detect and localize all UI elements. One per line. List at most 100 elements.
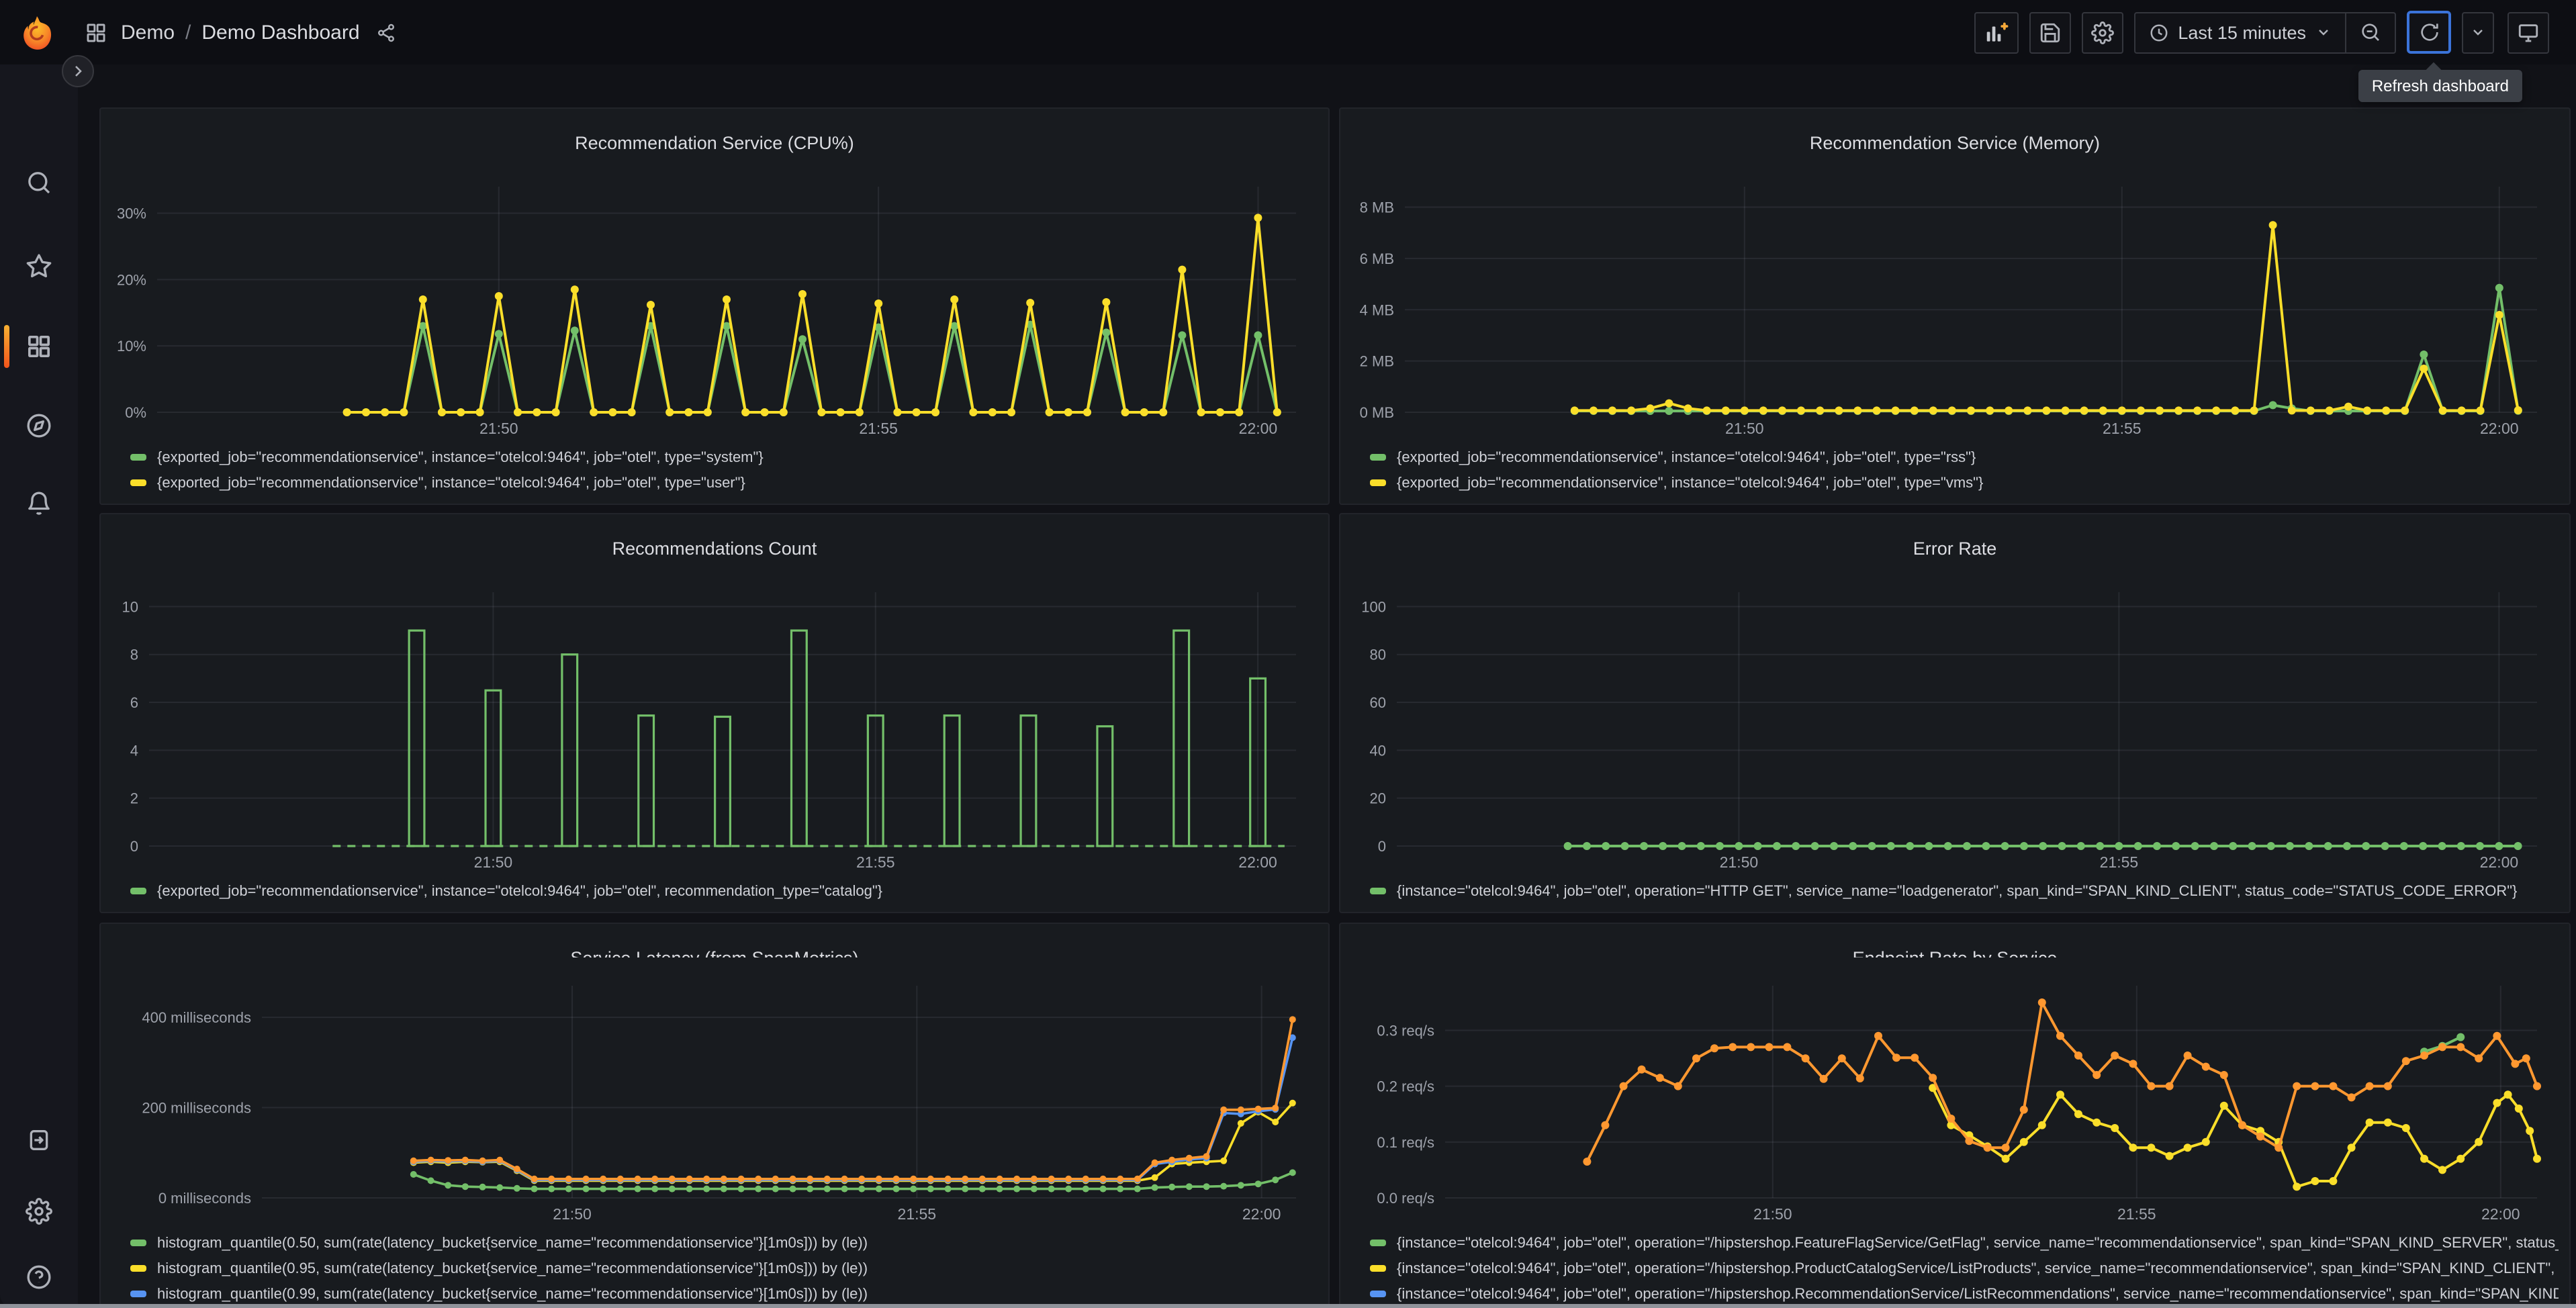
- sidebar-item-starred[interactable]: [0, 239, 78, 293]
- sidebar-item-sign-in[interactable]: [0, 1113, 78, 1167]
- svg-text:4: 4: [130, 743, 138, 759]
- breadcrumb-dashboard-title[interactable]: Demo Dashboard: [201, 21, 360, 44]
- legend-item[interactable]: {instance="otelcol:9464", job="otel", op…: [1370, 878, 2559, 904]
- svg-text:21:55: 21:55: [898, 1205, 937, 1223]
- chart-legend: {instance="otelcol:9464", job="otel", op…: [1351, 1230, 2559, 1308]
- legend-item[interactable]: {instance="otelcol:9464", job="otel", op…: [1370, 1256, 2559, 1281]
- chart-legend: histogram_quantile(0.50, sum(rate(latenc…: [111, 1230, 1318, 1308]
- svg-text:40: 40: [1370, 743, 1386, 759]
- svg-text:22:00: 22:00: [1239, 420, 1278, 438]
- svg-text:10%: 10%: [117, 338, 146, 355]
- svg-text:8 MB: 8 MB: [1360, 199, 1394, 216]
- sidebar: [0, 64, 78, 1308]
- panel-title[interactable]: Service Latency (from SpanMetrics): [111, 944, 1318, 957]
- bar-chart-plus-icon: [1983, 19, 2009, 45]
- top-nav: Demo / Demo Dashboard: [0, 0, 2576, 64]
- svg-text:0.3 req/s: 0.3 req/s: [1377, 1023, 1434, 1039]
- grafana-logo-icon[interactable]: [19, 14, 55, 50]
- sidebar-item-configuration[interactable]: [0, 1184, 78, 1238]
- panel-title[interactable]: Recommendation Service (Memory): [1809, 133, 2101, 154]
- add-panel-button[interactable]: [1974, 11, 2019, 53]
- gear-icon: [26, 1198, 52, 1225]
- svg-text:2: 2: [130, 790, 138, 807]
- legend-item[interactable]: {exported_job="recommendationservice", i…: [1370, 445, 2559, 470]
- timeseries-chart[interactable]: 0 MB 2 MB 4 MB 6 MB 8 MB 21:50 21:55 22:00: [1351, 174, 2559, 442]
- panel-recommendation-memory: Recommendation Service (Memory) 0 MB 2 MB…: [1339, 107, 2571, 505]
- apps-icon: [85, 21, 107, 44]
- legend-label: {exported_job="recommendationservice", i…: [157, 883, 883, 899]
- chart-legend: {exported_job="recommendationservice", i…: [111, 878, 1318, 904]
- timeseries-chart[interactable]: 0 20 40 60 80 100 21:50 21:55 22:00: [1351, 579, 2559, 876]
- svg-text:21:50: 21:50: [553, 1205, 592, 1223]
- legend-swatch-icon: [1370, 1291, 1386, 1297]
- svg-text:21:55: 21:55: [2103, 420, 2142, 438]
- legend-item[interactable]: histogram_quantile(0.95, sum(rate(latenc…: [130, 1256, 1318, 1281]
- share-icon[interactable]: [376, 22, 396, 42]
- timeseries-chart[interactable]: 0.0 req/s 0.1 req/s 0.2 req/s 0.3 req/s 21:5…: [1351, 972, 2559, 1227]
- panel-recommendations-count: Recommendations Count 0 2 4 6 8 10 21:50 21:55 2…: [99, 513, 1330, 913]
- dashboard-settings-button[interactable]: [2081, 11, 2123, 53]
- svg-text:100: 100: [1361, 599, 1386, 616]
- sidebar-item-explore[interactable]: [0, 399, 78, 453]
- sidebar-item-help[interactable]: [0, 1250, 78, 1304]
- timeseries-chart[interactable]: 0 2 4 6 8 10 21:50 21:55 22:00: [111, 579, 1318, 876]
- breadcrumb-separator: /: [185, 21, 191, 44]
- refresh-interval-button[interactable]: [2462, 11, 2494, 53]
- legend-item[interactable]: {instance="otelcol:9464", job="otel", op…: [1370, 1281, 2559, 1307]
- dashboard-toolbar: Last 15 minutes: [1974, 11, 2576, 54]
- dashboard-canvas: Recommendation Service (CPU%) 0% 10% 20% 30…: [78, 64, 2576, 1308]
- svg-text:22:00: 22:00: [2481, 1205, 2520, 1223]
- breadcrumb-folder[interactable]: Demo: [121, 21, 175, 44]
- legend-item[interactable]: {exported_job="recommendationservice", i…: [130, 878, 1318, 904]
- svg-text:20%: 20%: [117, 272, 146, 289]
- chart-legend: {exported_job="recommendationservice", i…: [1351, 445, 2559, 496]
- panel-title[interactable]: Recommendation Service (CPU%): [575, 133, 854, 154]
- panel-title[interactable]: Recommendations Count: [612, 539, 817, 559]
- timeseries-chart[interactable]: 0 milliseconds 200 milliseconds 400 millis…: [111, 972, 1318, 1227]
- svg-text:22:00: 22:00: [2480, 420, 2519, 438]
- sidebar-item-search[interactable]: [0, 156, 78, 209]
- panel-title[interactable]: Endpoint Rate by Service: [1351, 944, 2559, 957]
- legend-swatch-icon: [1370, 1265, 1386, 1272]
- panel-title[interactable]: Error Rate: [1913, 539, 1997, 559]
- star-icon: [26, 252, 52, 279]
- legend-item[interactable]: {exported_job="recommendationservice", i…: [130, 445, 1318, 470]
- svg-text:21:50: 21:50: [479, 420, 518, 438]
- svg-text:6 MB: 6 MB: [1360, 251, 1394, 268]
- legend-swatch-icon: [130, 1265, 146, 1272]
- refresh-icon: [2418, 21, 2440, 43]
- time-range-picker[interactable]: Last 15 minutes: [2135, 13, 2345, 52]
- legend-item[interactable]: histogram_quantile(0.99, sum(rate(latenc…: [130, 1281, 1318, 1307]
- screen-bottom-edge: [0, 1304, 2576, 1308]
- svg-text:21:55: 21:55: [856, 854, 895, 872]
- cycle-view-mode-button[interactable]: [2508, 11, 2549, 53]
- svg-text:0%: 0%: [125, 405, 146, 422]
- legend-label: histogram_quantile(0.50, sum(rate(latenc…: [157, 1235, 868, 1251]
- legend-swatch-icon: [130, 454, 146, 461]
- compass-icon: [26, 412, 52, 439]
- legend-item[interactable]: {exported_job="recommendationservice", i…: [1370, 470, 2559, 496]
- zoom-out-time-button[interactable]: [2345, 13, 2395, 52]
- legend-item[interactable]: histogram_quantile(0.50, sum(rate(latenc…: [130, 1230, 1318, 1256]
- svg-text:30%: 30%: [117, 205, 146, 222]
- legend-item[interactable]: {instance="otelcol:9464", job="otel", op…: [1370, 1230, 2559, 1256]
- legend-item[interactable]: {exported_job="recommendationservice", i…: [130, 470, 1318, 496]
- sidebar-item-dashboards[interactable]: [0, 320, 78, 373]
- chevron-down-icon: [2315, 24, 2332, 40]
- svg-text:4 MB: 4 MB: [1360, 302, 1394, 319]
- svg-text:0.1 req/s: 0.1 req/s: [1377, 1134, 1434, 1151]
- sidebar-expand-button[interactable]: [62, 55, 94, 87]
- svg-text:22:00: 22:00: [1242, 1205, 1281, 1223]
- magnifier-minus-icon: [2360, 21, 2381, 43]
- svg-text:80: 80: [1370, 647, 1386, 664]
- svg-text:21:50: 21:50: [474, 854, 513, 872]
- breadcrumb: Demo / Demo Dashboard: [0, 14, 396, 50]
- clock-icon: [2148, 22, 2168, 42]
- timeseries-chart[interactable]: 0% 10% 20% 30% 21:50 21:55 22:00: [111, 174, 1318, 442]
- refresh-dashboard-button[interactable]: [2407, 11, 2451, 54]
- save-dashboard-button[interactable]: [2029, 11, 2071, 53]
- sidebar-item-alerting[interactable]: [0, 477, 78, 530]
- bell-icon: [26, 490, 52, 517]
- panel-recommendation-cpu: Recommendation Service (CPU%) 0% 10% 20% 30…: [99, 107, 1330, 505]
